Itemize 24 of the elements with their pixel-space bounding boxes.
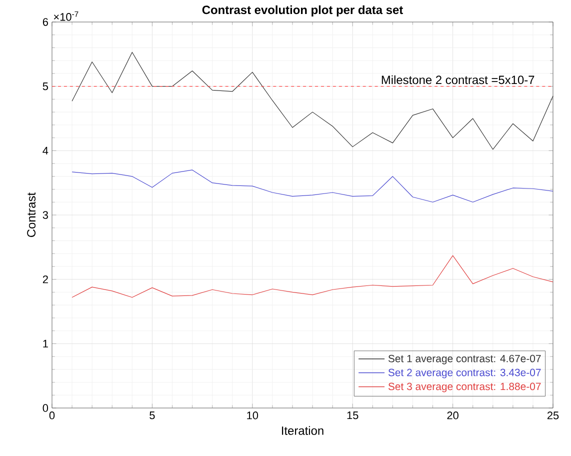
text: Set 1 average contrast: 4.67e-07	[388, 354, 541, 364]
ref-line-label: Milestone 2 contrast =5x10-7	[382, 75, 534, 84]
y-tick-label: 3	[42, 211, 48, 219]
x-tick-label: 20	[447, 412, 458, 420]
x-tick-label: 25	[547, 412, 559, 420]
text: Set 3 average contrast: 1.88e-07	[388, 382, 541, 392]
x-tick-label: 0	[49, 412, 55, 420]
text: Set 2 average contrast: 3.43e-07	[388, 368, 541, 378]
y-tick-label: 6	[42, 18, 48, 26]
x-axis-title: Iteration	[282, 426, 324, 435]
chart-title: Contrast evolution plot per data set	[202, 5, 403, 17]
x-tick-label: 15	[347, 412, 358, 420]
line-series	[72, 255, 554, 298]
y-axis-title: Contrast	[27, 192, 36, 237]
x-tick-label: 10	[247, 412, 258, 420]
y-tick-label: 1	[43, 340, 48, 348]
y-tick-label: 5	[42, 82, 48, 90]
line-series	[72, 170, 554, 202]
y-tick-label: 0	[42, 404, 48, 412]
y-tick-label: 2	[42, 276, 48, 284]
x-tick-label: 5	[150, 412, 155, 420]
text: ×10$^{-7}$	[54, 11, 78, 21]
line-series	[72, 52, 554, 150]
y-tick-label: 4	[42, 146, 48, 154]
